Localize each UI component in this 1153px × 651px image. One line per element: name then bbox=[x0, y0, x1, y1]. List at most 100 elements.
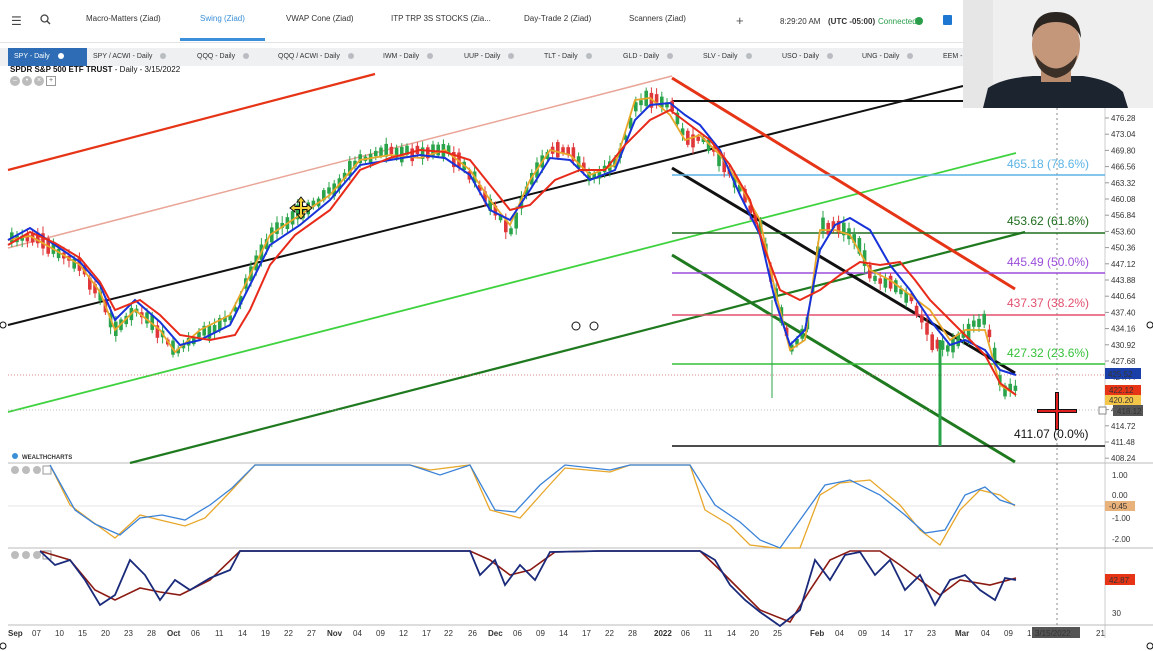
candle-body bbox=[623, 135, 628, 140]
date-tick-label: 09 bbox=[536, 629, 545, 638]
candle-body bbox=[883, 278, 888, 288]
candle-body bbox=[322, 190, 326, 201]
candle-body bbox=[639, 100, 643, 106]
ma-red-badge: 422.12 bbox=[1109, 386, 1134, 395]
candle-body bbox=[587, 171, 591, 182]
tab-day-trade-2[interactable]: Day-Trade 2 (Ziad) bbox=[524, 14, 592, 23]
watchlist-tab-uso[interactable]: USO - Daily bbox=[776, 48, 854, 66]
candle-body bbox=[914, 305, 919, 315]
candle-body bbox=[348, 160, 352, 176]
candle-body bbox=[628, 117, 633, 129]
candle-body bbox=[888, 275, 893, 289]
candle-body bbox=[327, 187, 331, 194]
watchlist-tab-ung[interactable]: UNG - Daily bbox=[856, 48, 934, 66]
watchlist-dot-icon bbox=[585, 53, 592, 60]
date-tick-label: 11 bbox=[215, 629, 224, 638]
candle-body bbox=[691, 134, 695, 148]
indicator-controls[interactable] bbox=[11, 465, 52, 560]
watchlist-dot-icon bbox=[347, 53, 354, 60]
date-tick-label: 22 bbox=[284, 629, 293, 638]
candle-body bbox=[374, 150, 378, 157]
watchlist-tab-uup[interactable]: UUP - Daily bbox=[458, 48, 536, 66]
date-tick-label: 14 bbox=[881, 629, 890, 638]
drawing-anchor-icon[interactable] bbox=[1146, 642, 1153, 650]
candle-body bbox=[150, 315, 154, 330]
save-icon[interactable] bbox=[943, 15, 952, 25]
candle-body bbox=[680, 128, 685, 136]
fib-label-500: 445.49 (50.0%) bbox=[1007, 255, 1089, 269]
fibonacci-retracement[interactable]: 465.18 (78.6%) 453.62 (61.8%) 445.49 (50… bbox=[672, 157, 1105, 447]
add-tab-button[interactable]: + bbox=[736, 13, 744, 28]
candle-body bbox=[478, 184, 482, 191]
drawing-anchor-icon[interactable] bbox=[0, 642, 7, 650]
candle-body bbox=[394, 147, 399, 158]
date-tick-label: 27 bbox=[307, 629, 316, 638]
date-tick-label: Sep bbox=[8, 629, 23, 638]
candle-body bbox=[311, 200, 316, 207]
watchlist-tab-spy[interactable]: SPY - Daily bbox=[8, 48, 87, 66]
drawing-anchor-icon[interactable] bbox=[1146, 321, 1153, 329]
drawing-anchor-icon[interactable] bbox=[571, 321, 581, 331]
collapse-icon[interactable]: – bbox=[10, 76, 20, 86]
watchlist-dot-icon bbox=[243, 53, 250, 60]
price-tick-label: 466.56 bbox=[1111, 163, 1136, 172]
fib-label-618: 453.62 (61.8%) bbox=[1007, 214, 1089, 228]
tab-itp-trp[interactable]: ITP TRP 3S STOCKS (Zia... bbox=[391, 14, 491, 23]
wealthcharts-logo: WEALTHCHARTS bbox=[12, 453, 72, 461]
tab-macro-matters[interactable]: Macro-Matters (Ziad) bbox=[86, 14, 161, 23]
search-icon[interactable] bbox=[40, 14, 51, 28]
candle-body bbox=[582, 162, 586, 170]
settings-icon[interactable]: • bbox=[22, 76, 32, 86]
candle-body bbox=[483, 191, 487, 202]
webcam-overlay bbox=[963, 0, 1153, 108]
watchlist-tab-bar: SPY - Daily SPY / ACWI - Daily QQQ - Dai… bbox=[0, 48, 963, 66]
candle-body bbox=[181, 343, 186, 349]
candle-body bbox=[36, 232, 40, 244]
watchlist-tab-slv[interactable]: SLV - Daily bbox=[697, 48, 775, 66]
candle-body bbox=[618, 148, 622, 158]
candle-body bbox=[701, 137, 706, 143]
date-tick-label: 07 bbox=[32, 629, 41, 638]
price-badges: 425.52 422.12 420.20 418.12 bbox=[1098, 368, 1143, 416]
date-tick-label: 22 bbox=[605, 629, 614, 638]
close-icon[interactable]: × bbox=[34, 76, 44, 86]
candle-body bbox=[998, 375, 1002, 386]
candle-body bbox=[358, 154, 362, 164]
clock-time: 8:29:20 AM bbox=[780, 17, 821, 26]
watchlist-tab-gld[interactable]: GLD - Daily bbox=[617, 48, 695, 66]
watchlist-tab-spy-acwi[interactable]: SPY / ACWI - Daily bbox=[87, 48, 185, 66]
ma-yellow-badge: 420.20 bbox=[1109, 396, 1134, 405]
price-tick-label: 450.36 bbox=[1111, 244, 1136, 253]
candle-body bbox=[72, 258, 76, 269]
candle-body bbox=[384, 143, 388, 157]
watchlist-tab-eem[interactable]: EEM - bbox=[937, 48, 963, 66]
drawing-anchor-icon[interactable] bbox=[0, 321, 7, 329]
candle-body bbox=[25, 234, 30, 242]
watchlist-tab-label: IWM - Daily bbox=[383, 53, 420, 60]
watchlist-tab-iwm[interactable]: IWM - Daily bbox=[377, 48, 455, 66]
candle-body bbox=[951, 338, 955, 353]
price-tick-label: 473.04 bbox=[1111, 130, 1136, 139]
date-tick-label: Dec bbox=[488, 629, 503, 638]
candle-body bbox=[212, 325, 217, 334]
candle-body bbox=[738, 184, 742, 192]
date-tick-label: Feb bbox=[810, 629, 824, 638]
drawing-anchor-icon[interactable] bbox=[589, 321, 599, 331]
menu-icon[interactable]: ☰ bbox=[11, 14, 22, 28]
date-tick-label: 06 bbox=[513, 629, 522, 638]
candle-body bbox=[722, 157, 726, 173]
watchlist-tab-qqq[interactable]: QQQ - Daily bbox=[191, 48, 271, 66]
candle-body bbox=[88, 277, 92, 290]
tab-swing[interactable]: Swing (Ziad) bbox=[200, 14, 245, 23]
candle-body bbox=[748, 205, 752, 214]
candle-body bbox=[509, 228, 513, 235]
candle-body bbox=[514, 212, 518, 229]
candle-body bbox=[264, 239, 269, 250]
expand-icon[interactable]: + bbox=[46, 76, 56, 86]
watchlist-tab-tlt[interactable]: TLT - Daily bbox=[538, 48, 616, 66]
tab-vwap-cone[interactable]: VWAP Cone (Ziad) bbox=[286, 14, 354, 23]
candle-body bbox=[847, 228, 851, 240]
watchlist-tab-qqq-acwi[interactable]: QQQ / ACWI - Daily bbox=[272, 48, 373, 66]
tab-scanners[interactable]: Scanners (Ziad) bbox=[629, 14, 686, 23]
